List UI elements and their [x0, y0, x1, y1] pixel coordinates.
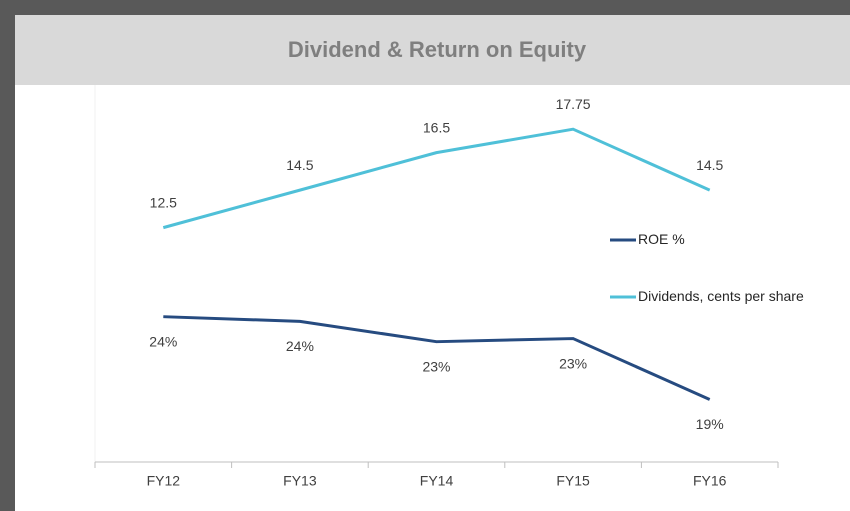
data-label: 12.5 [150, 194, 177, 210]
data-label: 17.75 [556, 96, 591, 112]
data-label: 14.5 [696, 157, 723, 173]
x-tick-label: FY15 [556, 473, 590, 489]
data-label: 16.5 [423, 119, 450, 135]
x-tick-label: FY14 [420, 473, 454, 489]
title-bar [15, 15, 850, 85]
x-tick-label: FY16 [693, 473, 727, 489]
chart-title: Dividend & Return on Equity [288, 37, 587, 62]
series-line [163, 315, 711, 401]
data-label: 23% [422, 358, 450, 374]
data-label: 24% [149, 333, 177, 349]
x-tick-label: FY13 [283, 473, 317, 489]
data-label: 14.5 [286, 157, 313, 173]
legend-label: Dividends, cents per share [638, 288, 804, 304]
legend-label: ROE % [638, 231, 685, 247]
data-label: 19% [696, 416, 724, 432]
data-label: 23% [559, 355, 587, 371]
x-tick-label: FY12 [147, 473, 181, 489]
data-label: 24% [286, 338, 314, 354]
panel [15, 15, 850, 511]
series-line [162, 127, 711, 230]
